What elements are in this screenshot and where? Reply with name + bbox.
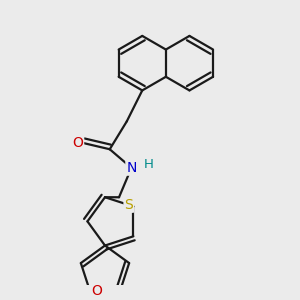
Text: S: S [124, 198, 133, 212]
Text: H: H [143, 158, 153, 171]
Text: O: O [92, 284, 102, 298]
Text: N: N [126, 161, 136, 175]
Text: O: O [72, 136, 83, 150]
